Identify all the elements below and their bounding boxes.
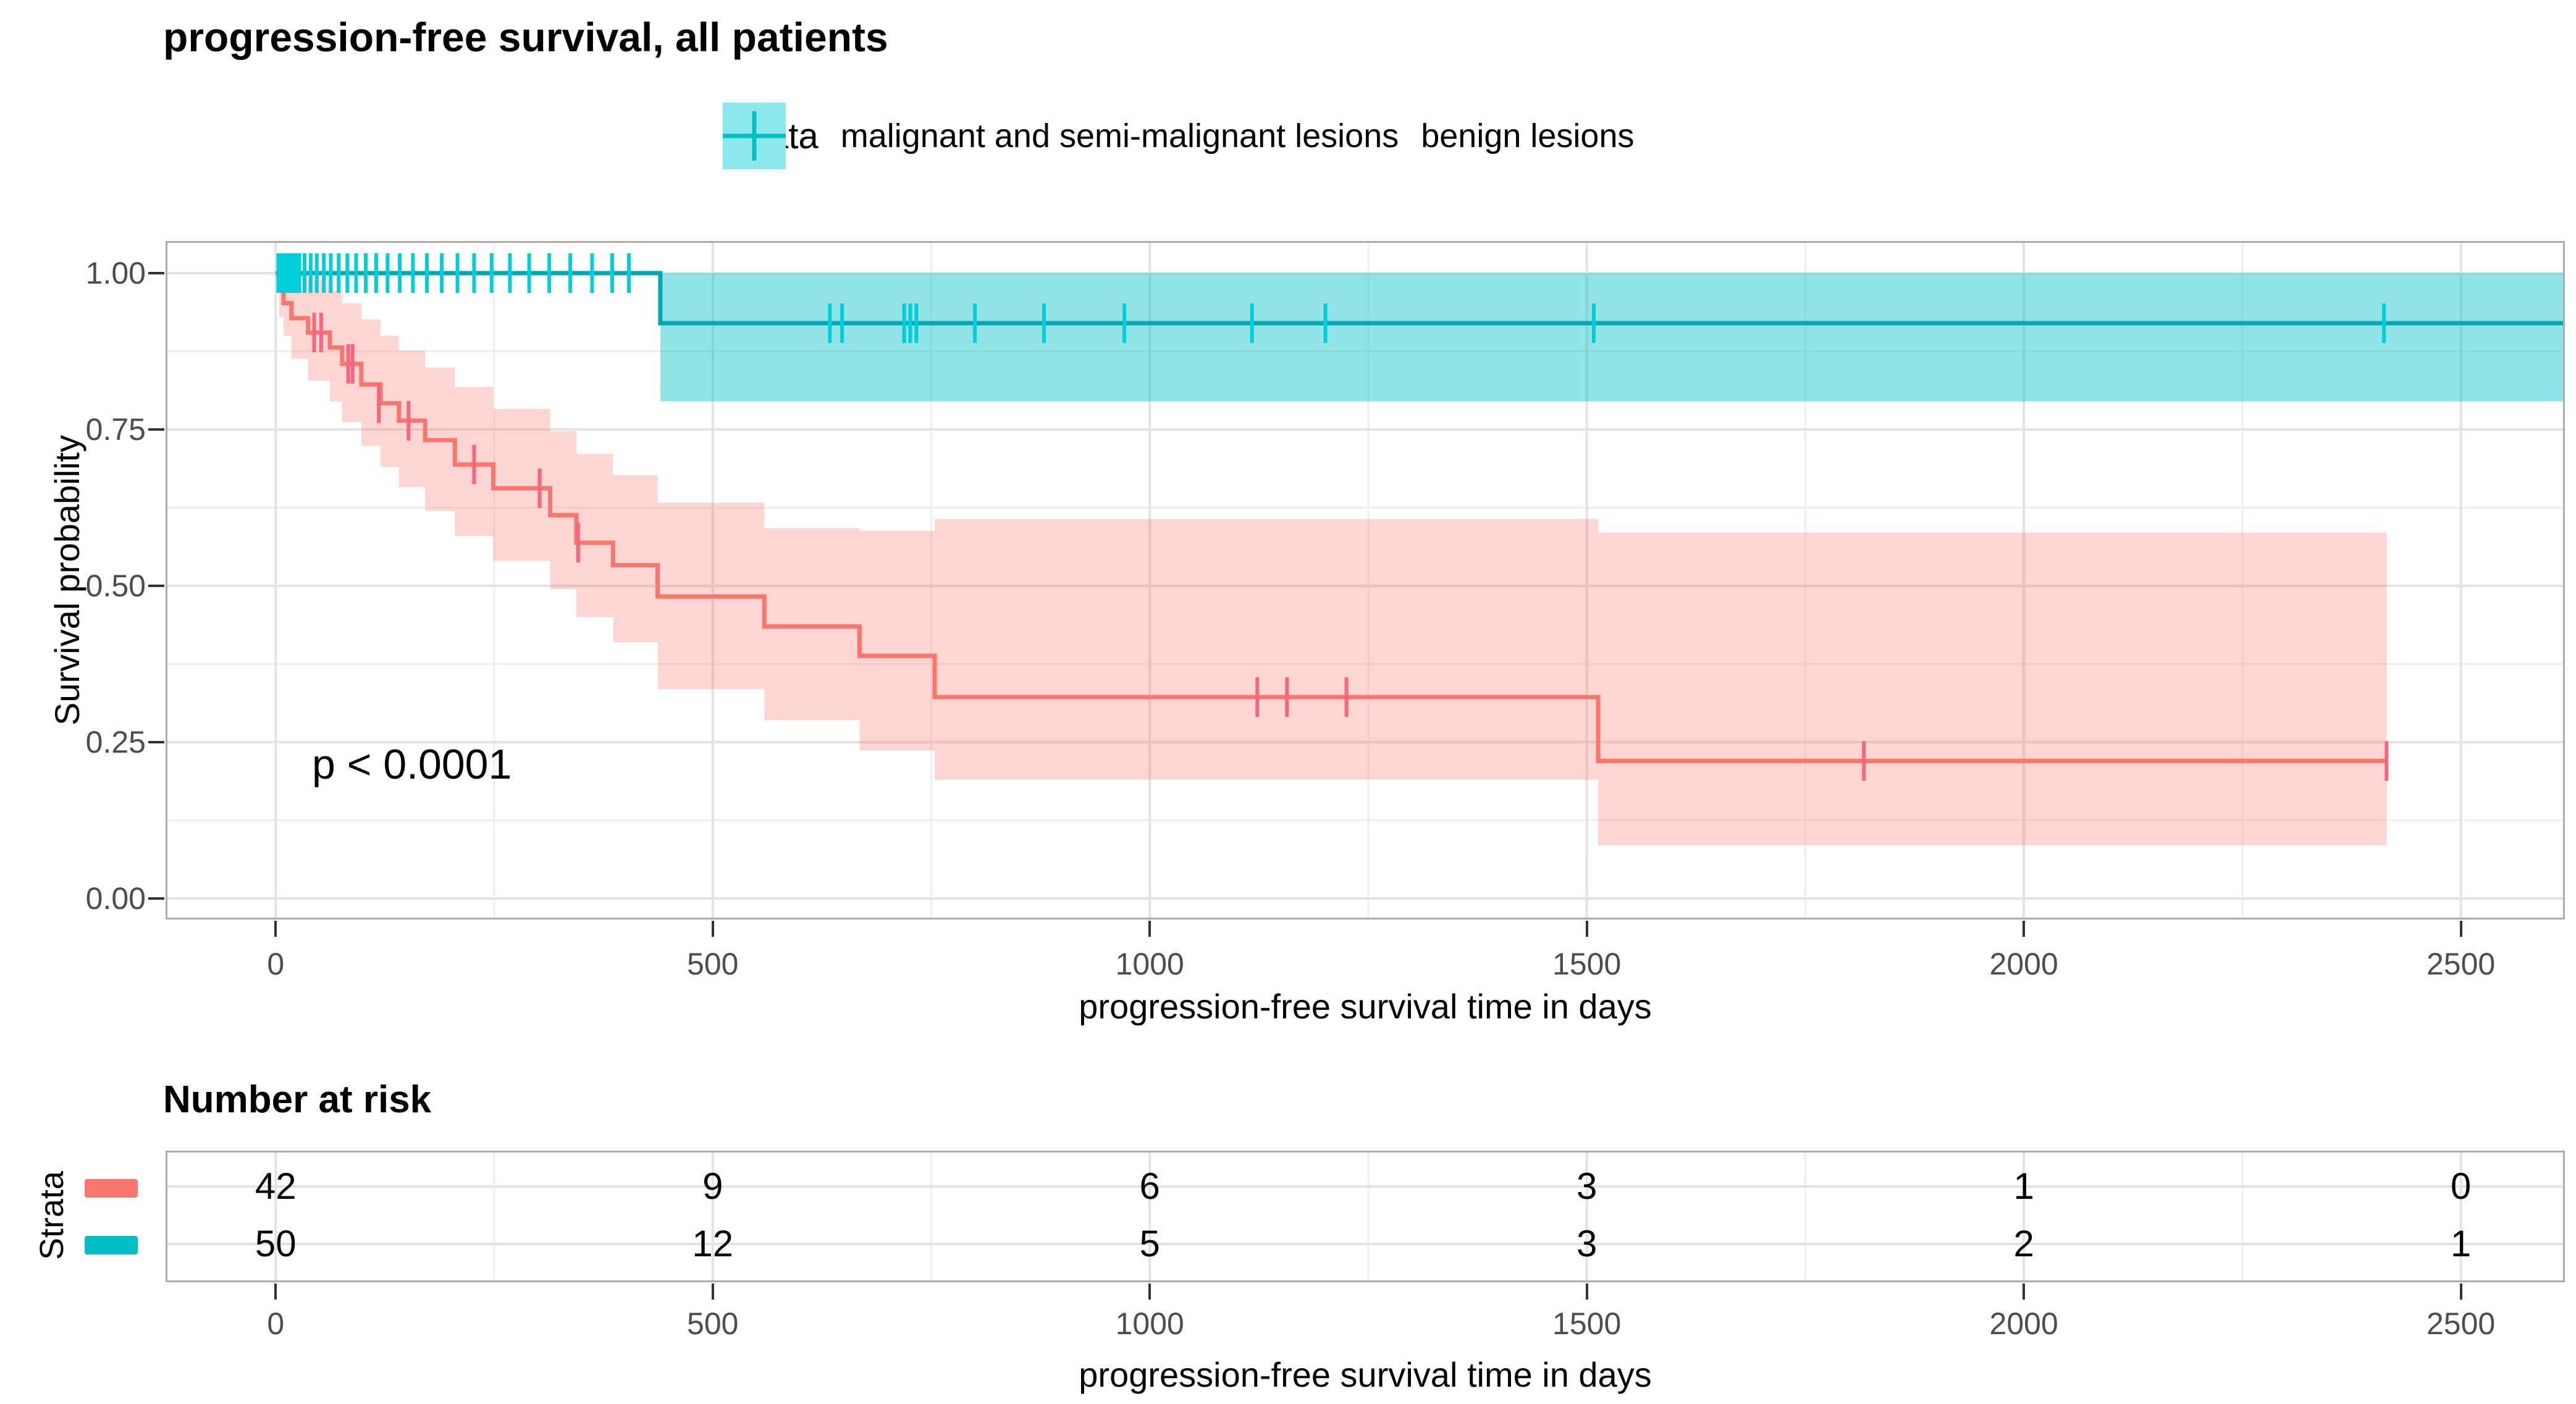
risk-x-tick-mark (2459, 1283, 2462, 1300)
risk-swatch-malignant (85, 1179, 138, 1198)
legend-label-benign: benign lesions (1421, 117, 1635, 154)
pvalue-annotation: p < 0.0001 (312, 741, 512, 788)
risk-x-tick-label: 0 (267, 1306, 285, 1341)
risk-count: 9 (702, 1165, 723, 1207)
legend-label-malignant: malignant and semi-malignant lesions (840, 117, 1399, 154)
risk-count: 0 (2450, 1165, 2472, 1207)
ci-band (660, 273, 2565, 402)
km-curve (276, 271, 2387, 763)
ci-band (276, 273, 2387, 845)
risk-count: 12 (692, 1223, 734, 1264)
risk-table-title: Number at risk (163, 1078, 432, 1121)
x-tick-mark (2022, 921, 2026, 937)
y-tick-label: 0.50 (85, 569, 146, 603)
risk-x-tick-mark (1148, 1283, 1151, 1300)
risk-x-tick-mark (1585, 1283, 1588, 1300)
risk-x-tick-mark (2022, 1283, 2026, 1300)
y-tick-label: 0.00 (85, 881, 146, 916)
risk-x-tick-mark (711, 1283, 714, 1300)
x-tick-label: 500 (687, 947, 739, 981)
x-tick-mark (711, 921, 714, 937)
y-tick-label: 0.25 (85, 725, 146, 759)
risk-count: 1 (2013, 1165, 2034, 1207)
survival-plot-panel (166, 241, 2565, 920)
risk-x-tick-label: 1000 (1115, 1306, 1184, 1341)
risk-count: 6 (1139, 1165, 1160, 1207)
y-tick-mark (148, 272, 164, 274)
y-tick-mark (148, 741, 164, 743)
risk-x-tick-label: 2500 (2426, 1306, 2496, 1341)
x-tick-mark (1585, 921, 1588, 937)
x-tick-label: 0 (267, 947, 285, 981)
plot-title: progression-free survival, all patients (163, 14, 888, 60)
risk-count: 50 (255, 1223, 297, 1264)
risk-x-tick-label: 500 (687, 1306, 739, 1341)
risk-count: 3 (1576, 1165, 1597, 1207)
x-tick-mark (2459, 921, 2462, 937)
risk-x-tick-mark (274, 1283, 277, 1300)
y-tick-label: 1.00 (85, 256, 146, 290)
risk-count: 1 (2450, 1223, 2472, 1264)
x-tick-mark (1148, 921, 1151, 937)
risk-x-tick-label: 2000 (1989, 1306, 2058, 1341)
x-tick-label: 2000 (1989, 947, 2058, 981)
risk-table-y-axis-title: Strata (33, 1170, 70, 1261)
x-tick-label: 1000 (1115, 947, 1184, 981)
y-tick-label: 0.75 (85, 412, 146, 447)
x-tick-label: 2500 (2426, 947, 2496, 981)
x-tick-mark (274, 921, 277, 937)
risk-count: 3 (1576, 1223, 1597, 1264)
legend: Strata malignant and semi-malignant lesi… (723, 99, 1635, 173)
risk-count: 2 (2013, 1223, 2034, 1264)
risk-table-panel (166, 1151, 2565, 1282)
risk-count: 42 (255, 1165, 297, 1207)
x-tick-label: 1500 (1552, 947, 1622, 981)
main-x-axis-title: progression-free survival time in days (1079, 987, 1652, 1026)
km-curve (276, 271, 2565, 326)
legend-key-benign-icon (723, 103, 786, 169)
risk-swatch-benign (85, 1236, 138, 1254)
y-tick-mark (148, 897, 164, 900)
risk-x-tick-label: 1500 (1552, 1306, 1622, 1341)
risk-x-axis-title: progression-free survival time in days (1079, 1355, 1652, 1394)
y-tick-mark (148, 428, 164, 431)
y-tick-mark (148, 585, 164, 587)
risk-count: 5 (1139, 1223, 1160, 1264)
